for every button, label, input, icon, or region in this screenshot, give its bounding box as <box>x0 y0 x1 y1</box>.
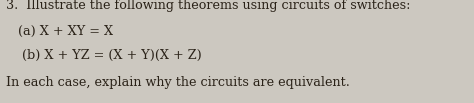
Text: (b) X + YZ = (X + Y)(X + Z): (b) X + YZ = (X + Y)(X + Z) <box>6 49 201 62</box>
Text: In each case, explain why the circuits are equivalent.: In each case, explain why the circuits a… <box>6 76 349 89</box>
Text: (a) X + XY = X: (a) X + XY = X <box>6 25 113 38</box>
Text: 3.  Illustrate the following theorems using circuits of switches:: 3. Illustrate the following theorems usi… <box>6 0 410 12</box>
